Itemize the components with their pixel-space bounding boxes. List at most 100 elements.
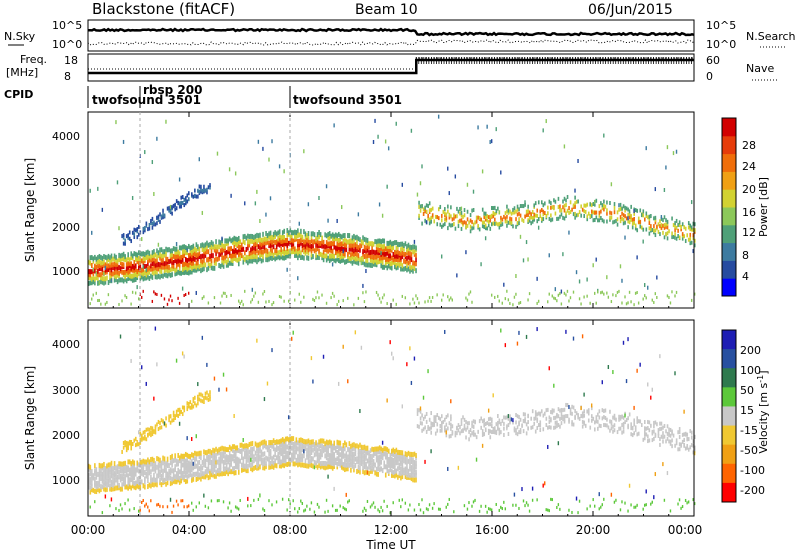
velocity-mark <box>336 439 339 445</box>
velocity-mark <box>375 454 378 460</box>
velocity-mark <box>144 434 146 439</box>
power-mark <box>221 249 223 255</box>
power-mark <box>666 294 669 298</box>
power-mark <box>266 257 269 263</box>
power-mark <box>536 276 538 281</box>
power-mark <box>244 250 246 256</box>
velocity-mark <box>142 483 145 489</box>
velocity-mark <box>165 481 167 487</box>
velocity-mark <box>245 454 248 460</box>
power-mark <box>256 238 258 244</box>
power-mark <box>495 221 498 226</box>
velocity-mark <box>686 436 689 441</box>
power-colorbar-swatch <box>722 224 736 244</box>
velocity-mark <box>256 458 258 464</box>
power-mark <box>460 226 463 231</box>
velocity-mark <box>662 431 664 436</box>
velocity-mark <box>218 471 220 477</box>
power-mark <box>92 270 95 276</box>
velocity-mark <box>404 501 407 505</box>
velocity-mark <box>284 449 287 455</box>
power-mark <box>448 212 451 217</box>
power-mark <box>331 248 334 254</box>
velocity-mark <box>110 465 113 471</box>
velocity-mark <box>122 476 125 482</box>
velocity-mark <box>274 462 276 468</box>
velocity-mark <box>644 419 646 424</box>
velocity-mark <box>377 446 379 452</box>
velocity-mark <box>297 446 299 452</box>
power-mark <box>694 238 696 243</box>
power-mark <box>484 217 487 222</box>
velocity-mark <box>516 414 519 419</box>
velocity-mark <box>271 456 273 462</box>
power-mark <box>277 241 279 247</box>
velocity-mark <box>433 502 435 506</box>
power-mark <box>278 255 281 261</box>
power-mark <box>103 254 105 260</box>
velocity-mark <box>151 466 154 472</box>
velocity-mark <box>287 450 290 456</box>
velocity-mark <box>406 362 408 367</box>
velocity-mark <box>281 497 284 501</box>
velocity-mark <box>503 415 505 420</box>
velocity-mark <box>100 463 102 469</box>
power-mark <box>351 238 354 244</box>
power-mark <box>268 157 270 162</box>
power-mark <box>372 259 375 265</box>
power-mark <box>524 200 526 205</box>
power-mark <box>569 296 572 300</box>
velocity-mark <box>581 424 584 429</box>
power-mark <box>397 249 399 255</box>
power-mark <box>133 272 136 278</box>
power-mark <box>407 246 410 252</box>
power-mark <box>101 276 104 282</box>
velocity-mark <box>353 451 355 457</box>
velocity-mark <box>444 417 446 422</box>
power-mark <box>516 204 519 209</box>
velocity-mark <box>242 467 245 473</box>
velocity-mark <box>230 458 233 464</box>
velocity-mark <box>333 456 336 462</box>
velocity-mark <box>206 466 208 472</box>
velocity-mark <box>159 504 161 508</box>
power-mark <box>665 232 667 237</box>
velocity-mark <box>207 397 210 402</box>
velocity-mark <box>257 457 260 463</box>
velocity-mark <box>580 414 582 419</box>
power-mark <box>386 246 389 252</box>
velocity-mark <box>681 439 684 444</box>
power-mark <box>366 258 369 264</box>
power-mark <box>122 262 125 268</box>
power-mark <box>350 256 352 262</box>
velocity-mark <box>192 397 195 402</box>
velocity-mark <box>394 453 396 459</box>
velocity-mark <box>278 463 281 469</box>
power-mark <box>184 256 187 262</box>
velocity-mark <box>184 458 187 464</box>
power-mark <box>337 242 340 248</box>
velocity-mark <box>463 423 466 428</box>
power-mark <box>463 213 466 218</box>
velocity-mark <box>404 466 407 472</box>
power-mark <box>518 211 520 216</box>
power-mark <box>622 213 625 218</box>
power-mark <box>197 188 199 193</box>
velocity-mark <box>365 449 367 455</box>
velocity-mark <box>110 479 113 485</box>
power-mark <box>506 223 508 228</box>
velocity-mark <box>207 457 210 463</box>
power-mark <box>204 188 207 193</box>
velocity-mark <box>422 395 425 400</box>
velocity-mark <box>175 358 178 363</box>
power-mark <box>124 269 126 275</box>
velocity-mark <box>387 448 390 454</box>
power-mark <box>254 201 257 206</box>
power-mark <box>263 240 266 246</box>
power-mark <box>377 293 379 297</box>
power-mark <box>509 301 511 305</box>
power-mark <box>671 290 673 294</box>
power-mark <box>454 214 457 219</box>
velocity-mark <box>163 456 166 462</box>
velocity-mark <box>690 443 693 448</box>
